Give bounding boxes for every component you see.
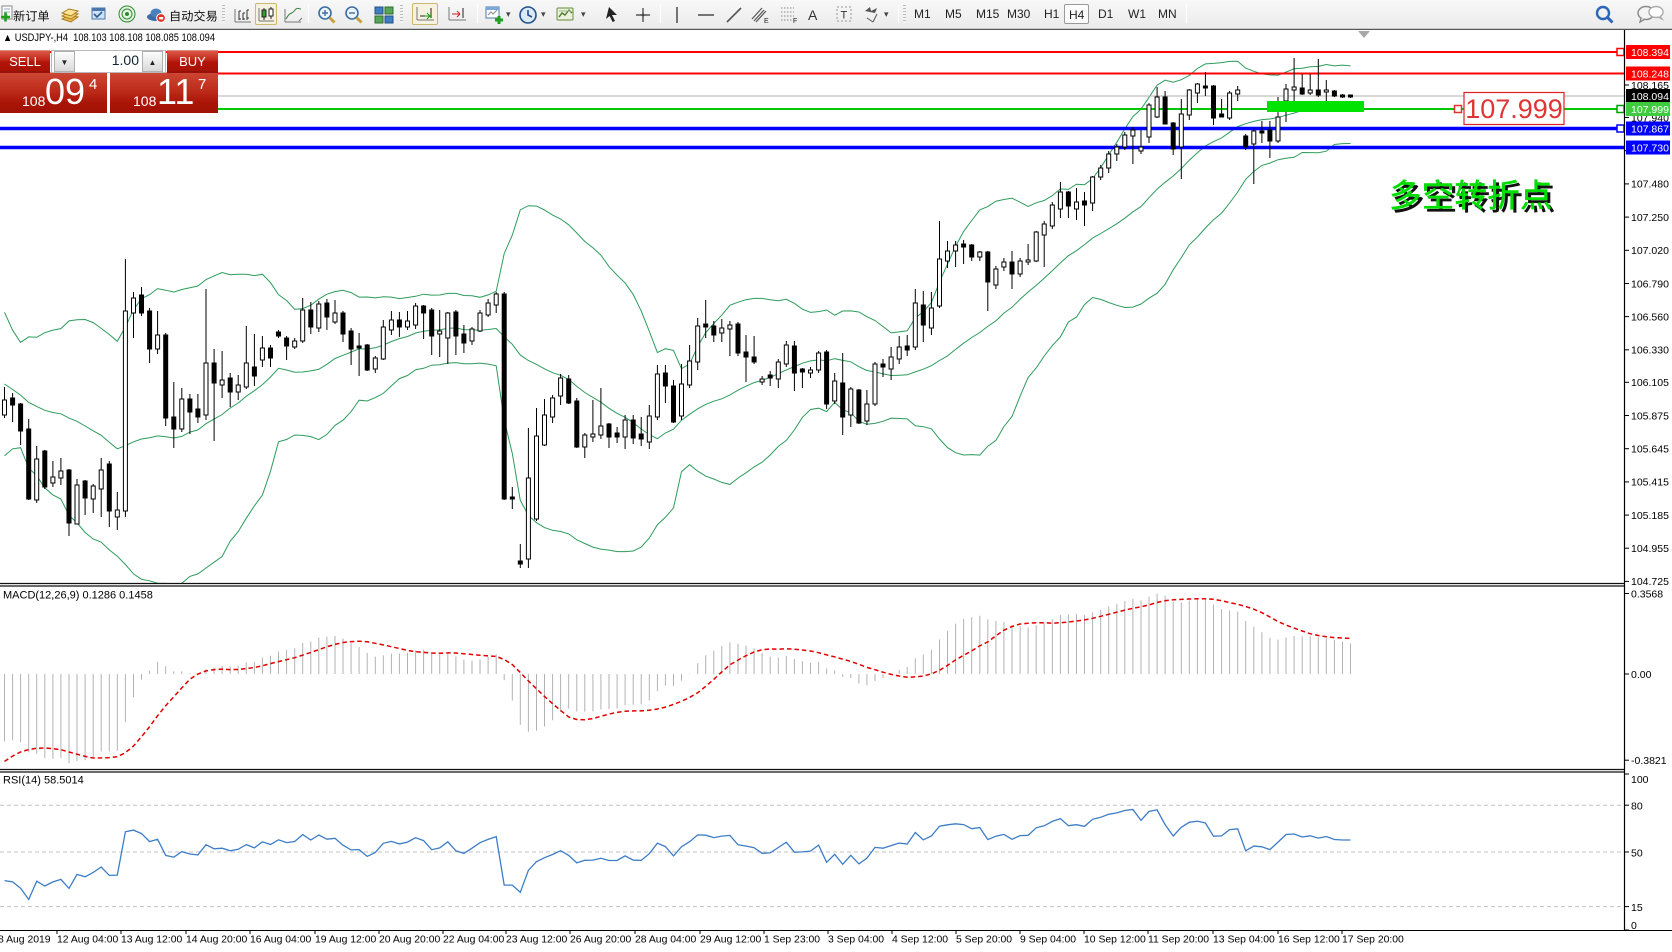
svg-text:15: 15 xyxy=(1631,902,1643,914)
svg-text:T: T xyxy=(841,10,848,22)
svg-text:107.730: 107.730 xyxy=(1631,142,1669,154)
svg-text:106.330: 106.330 xyxy=(1631,345,1669,357)
svg-text:107.867: 107.867 xyxy=(1631,123,1669,135)
svg-text:108.165: 108.165 xyxy=(1631,80,1669,92)
svg-text:100: 100 xyxy=(1631,774,1649,786)
svg-text:50: 50 xyxy=(1631,848,1643,860)
svg-text:10 Sep 12:00: 10 Sep 12:00 xyxy=(1084,935,1146,946)
svg-text:1 Sep 23:00: 1 Sep 23:00 xyxy=(764,935,820,946)
svg-text:105.185: 105.185 xyxy=(1631,510,1669,522)
svg-text:107.020: 107.020 xyxy=(1631,245,1669,257)
svg-text:9 Sep 04:00: 9 Sep 04:00 xyxy=(1020,935,1076,946)
svg-text:107.250: 107.250 xyxy=(1631,212,1669,224)
svg-text:105.875: 105.875 xyxy=(1631,410,1669,422)
svg-text:104.955: 104.955 xyxy=(1631,543,1669,555)
svg-text:106.105: 106.105 xyxy=(1631,377,1669,389)
svg-text:MACD(12,26,9) 0.1286 0.1458: MACD(12,26,9) 0.1286 0.1458 xyxy=(3,590,153,602)
svg-text:16 Aug 04:00: 16 Aug 04:00 xyxy=(250,935,311,946)
svg-text:E: E xyxy=(764,18,769,24)
svg-text:3 Sep 04:00: 3 Sep 04:00 xyxy=(828,935,884,946)
svg-text:0: 0 xyxy=(1631,920,1637,932)
svg-text:28 Aug 04:00: 28 Aug 04:00 xyxy=(635,935,696,946)
svg-text:17 Sep 20:00: 17 Sep 20:00 xyxy=(1342,935,1404,946)
svg-text:107.999: 107.999 xyxy=(1465,94,1563,124)
svg-text:106.790: 106.790 xyxy=(1631,278,1669,290)
svg-text:4 Sep 12:00: 4 Sep 12:00 xyxy=(892,935,948,946)
svg-text:107.999: 107.999 xyxy=(1631,104,1669,116)
svg-text:105.415: 105.415 xyxy=(1631,477,1669,489)
svg-text:16 Sep 12:00: 16 Sep 12:00 xyxy=(1278,935,1340,946)
svg-text:RSI(14) 58.5014: RSI(14) 58.5014 xyxy=(3,775,84,787)
svg-text:108.394: 108.394 xyxy=(1631,47,1669,59)
svg-text:0.3568: 0.3568 xyxy=(1631,588,1663,600)
svg-text:107.480: 107.480 xyxy=(1631,179,1669,191)
svg-text:▲ USDJPY-,H4 108.103 108.108: ▲ USDJPY-,H4 108.103 108.108 108.085 108… xyxy=(3,32,215,44)
svg-text:20 Aug 20:00: 20 Aug 20:00 xyxy=(379,935,440,946)
svg-text:80: 80 xyxy=(1631,801,1643,813)
svg-text:12 Aug 04:00: 12 Aug 04:00 xyxy=(57,935,118,946)
svg-text:-0.3821: -0.3821 xyxy=(1631,755,1667,767)
svg-text:19 Aug 12:00: 19 Aug 12:00 xyxy=(315,935,376,946)
svg-text:108.248: 108.248 xyxy=(1631,68,1669,80)
svg-text:104.725: 104.725 xyxy=(1631,576,1669,588)
svg-text:13 Aug 12:00: 13 Aug 12:00 xyxy=(121,935,182,946)
svg-text:8 Aug 2019: 8 Aug 2019 xyxy=(0,935,51,946)
svg-text:26 Aug 20:00: 26 Aug 20:00 xyxy=(570,935,631,946)
svg-text:5 Sep 20:00: 5 Sep 20:00 xyxy=(956,935,1012,946)
svg-text:14 Aug 20:00: 14 Aug 20:00 xyxy=(186,935,247,946)
svg-text:13 Sep 04:00: 13 Sep 04:00 xyxy=(1213,935,1275,946)
svg-text:11 Sep 20:00: 11 Sep 20:00 xyxy=(1148,935,1209,946)
svg-text:22 Aug 04:00: 22 Aug 04:00 xyxy=(443,935,504,946)
svg-text:29 Aug 12:00: 29 Aug 12:00 xyxy=(700,935,761,946)
svg-text:105.645: 105.645 xyxy=(1631,444,1669,456)
svg-text:106.560: 106.560 xyxy=(1631,311,1669,323)
svg-text:23 Aug 12:00: 23 Aug 12:00 xyxy=(506,935,567,946)
svg-text:F: F xyxy=(793,18,797,24)
svg-text:0.00: 0.00 xyxy=(1631,669,1652,681)
svg-text:108.094: 108.094 xyxy=(1631,91,1669,103)
